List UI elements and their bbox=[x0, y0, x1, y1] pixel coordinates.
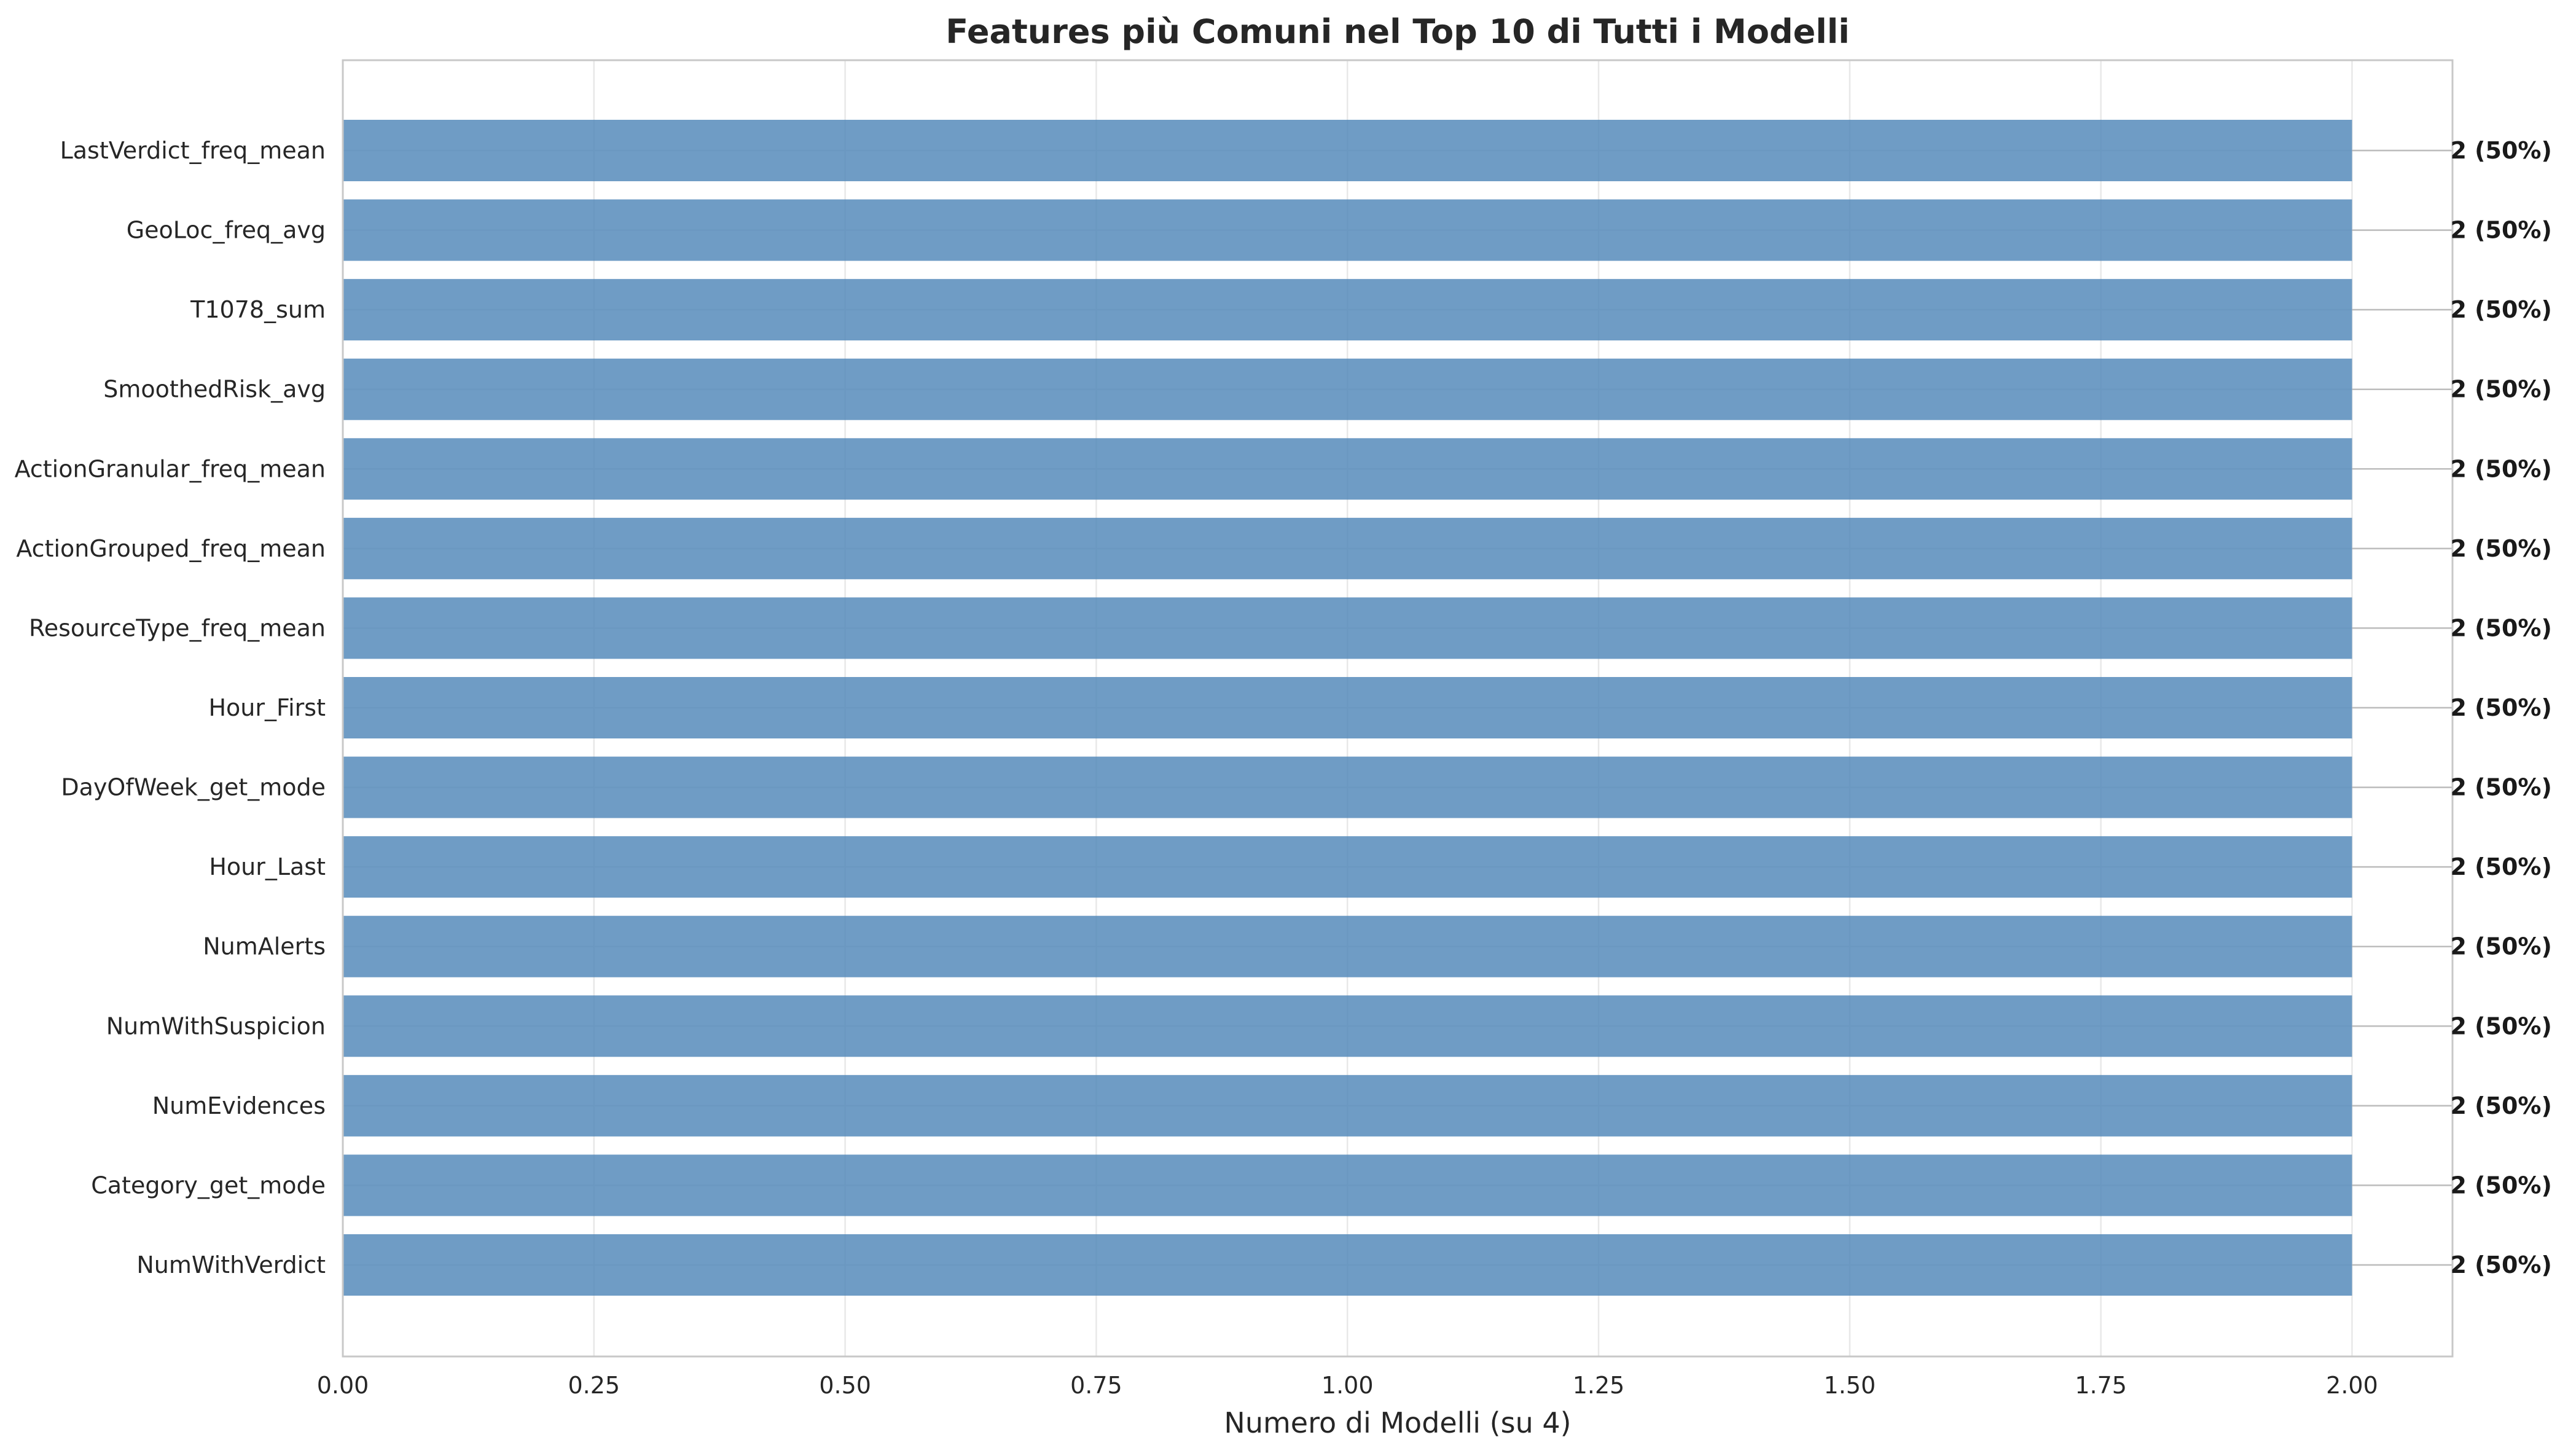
chart-title: Features più Comuni nel Top 10 di Tutti … bbox=[945, 12, 1850, 51]
category-label: SmoothedRisk_avg bbox=[103, 376, 326, 403]
x-axis-label: Numero di Modelli (su 4) bbox=[1224, 1406, 1571, 1439]
category-label: Category_get_mode bbox=[91, 1172, 326, 1199]
data-label: 2 (50%) bbox=[2450, 376, 2551, 403]
category-label: Hour_Last bbox=[209, 853, 326, 880]
bar bbox=[343, 995, 2352, 1057]
bar bbox=[343, 517, 2352, 579]
bar bbox=[343, 358, 2352, 420]
bar bbox=[343, 120, 2352, 181]
bar bbox=[343, 438, 2352, 500]
bars bbox=[343, 120, 2352, 1296]
data-label: 2 (50%) bbox=[2450, 774, 2551, 801]
x-tick-label: 0.75 bbox=[1070, 1372, 1122, 1399]
category-label: NumWithVerdict bbox=[136, 1251, 326, 1278]
data-labels: 2 (50%) 2 (50%) 2 (50%) 2 (50%) 2 (50%) 2 (50… bbox=[2450, 137, 2551, 1278]
bar bbox=[343, 1074, 2352, 1137]
data-label: 2 (50%) bbox=[2450, 296, 2551, 323]
bar bbox=[343, 1234, 2352, 1296]
category-label: NumAlerts bbox=[203, 933, 326, 960]
data-label: 2 (50%) bbox=[2450, 694, 2551, 721]
data-label: 2 (50%) bbox=[2450, 137, 2551, 164]
data-label: 2 (50%) bbox=[2450, 933, 2551, 960]
bar bbox=[343, 915, 2352, 977]
x-tick-label: 1.75 bbox=[2075, 1372, 2127, 1399]
bar bbox=[343, 597, 2352, 659]
bar bbox=[343, 677, 2352, 738]
category-label: LastVerdict_freq_mean bbox=[60, 137, 326, 164]
category-label: DayOfWeek_get_mode bbox=[61, 774, 326, 801]
x-tick-label: 0.25 bbox=[568, 1372, 620, 1399]
category-label: NumEvidences bbox=[152, 1092, 326, 1119]
x-tick-label: 1.25 bbox=[1573, 1372, 1625, 1399]
data-label: 2 (50%) bbox=[2450, 1012, 2551, 1039]
x-axis-ticks: 0.00 0.25 0.50 0.75 1.00 1.25 1.50 1.75 2.00 bbox=[317, 1372, 2378, 1399]
category-label: Hour_First bbox=[208, 694, 326, 721]
data-label: 2 (50%) bbox=[2450, 1172, 2551, 1199]
data-label: 2 (50%) bbox=[2450, 535, 2551, 562]
data-label: 2 (50%) bbox=[2450, 217, 2551, 244]
data-label: 2 (50%) bbox=[2450, 1092, 2551, 1119]
plot-area-frame bbox=[342, 59, 2454, 1358]
x-tick-label: 0.50 bbox=[819, 1372, 871, 1399]
bar bbox=[343, 199, 2352, 261]
label-leader-lines bbox=[2352, 149, 2452, 1266]
bar bbox=[343, 756, 2352, 818]
category-label: ResourceType_freq_mean bbox=[29, 614, 326, 641]
bar bbox=[343, 279, 2352, 341]
bar bbox=[343, 1154, 2352, 1216]
x-tick-label: 1.50 bbox=[1824, 1372, 1876, 1399]
data-label: 2 (50%) bbox=[2450, 455, 2551, 482]
category-labels: LastVerdict_freq_mean GeoLoc_freq_avg T107… bbox=[15, 137, 326, 1278]
category-label: ActionGrouped_freq_mean bbox=[16, 535, 326, 562]
category-label: ActionGranular_freq_mean bbox=[15, 455, 326, 482]
category-label: GeoLoc_freq_avg bbox=[127, 217, 326, 244]
category-label: T1078_sum bbox=[190, 296, 326, 323]
x-tick-label: 2.00 bbox=[2326, 1372, 2378, 1399]
category-label: NumWithSuspicion bbox=[106, 1012, 326, 1039]
bar bbox=[343, 836, 2352, 898]
data-label: 2 (50%) bbox=[2450, 853, 2551, 880]
data-label: 2 (50%) bbox=[2450, 1251, 2551, 1278]
x-tick-label: 0.00 bbox=[317, 1372, 369, 1399]
data-label: 2 (50%) bbox=[2450, 614, 2551, 641]
x-tick-label: 1.00 bbox=[1321, 1372, 1374, 1399]
